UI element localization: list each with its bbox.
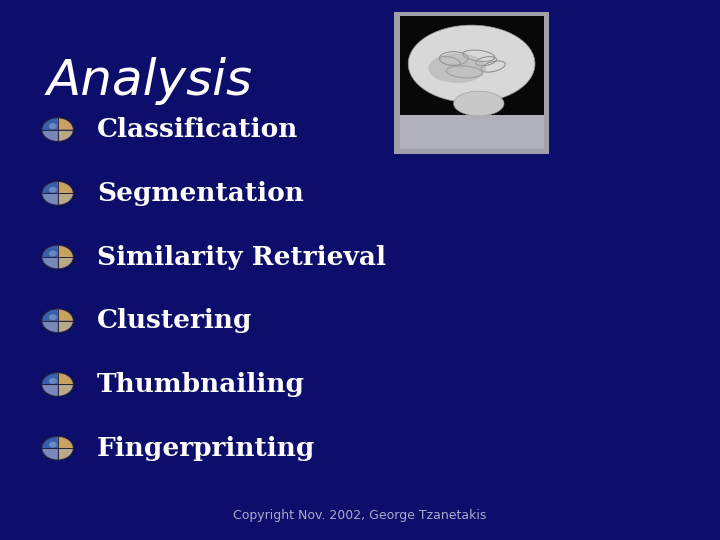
Wedge shape <box>42 384 58 396</box>
Wedge shape <box>42 245 58 257</box>
Wedge shape <box>58 193 73 205</box>
Wedge shape <box>42 257 58 269</box>
Circle shape <box>40 117 75 143</box>
Wedge shape <box>42 373 58 384</box>
Wedge shape <box>42 181 58 193</box>
Wedge shape <box>42 193 58 205</box>
Wedge shape <box>58 321 73 333</box>
Wedge shape <box>58 130 73 141</box>
Ellipse shape <box>454 91 504 116</box>
Circle shape <box>49 442 57 448</box>
Text: Copyright Nov. 2002, George Tzanetakis: Copyright Nov. 2002, George Tzanetakis <box>233 509 487 522</box>
Text: Clustering: Clustering <box>97 308 253 333</box>
Wedge shape <box>42 436 58 448</box>
Wedge shape <box>42 448 58 460</box>
Wedge shape <box>42 130 58 141</box>
Text: Similarity Retrieval: Similarity Retrieval <box>97 245 386 269</box>
Text: Classification: Classification <box>97 117 299 142</box>
Wedge shape <box>42 309 58 321</box>
Circle shape <box>49 251 57 256</box>
Text: Thumbnailing: Thumbnailing <box>97 372 305 397</box>
Wedge shape <box>58 118 73 130</box>
Circle shape <box>40 435 75 461</box>
FancyBboxPatch shape <box>400 16 544 116</box>
Text: Fingerprinting: Fingerprinting <box>97 436 315 461</box>
Wedge shape <box>58 257 73 269</box>
Circle shape <box>40 308 75 334</box>
Circle shape <box>40 244 75 270</box>
Text: Segmentation: Segmentation <box>97 181 304 206</box>
Ellipse shape <box>428 53 486 83</box>
Circle shape <box>49 378 57 384</box>
FancyBboxPatch shape <box>400 116 544 148</box>
Circle shape <box>49 187 57 193</box>
Circle shape <box>49 123 57 129</box>
FancyBboxPatch shape <box>394 12 549 154</box>
Circle shape <box>49 314 57 320</box>
Wedge shape <box>58 384 73 396</box>
Wedge shape <box>58 373 73 384</box>
Wedge shape <box>58 448 73 460</box>
Circle shape <box>40 180 75 206</box>
Wedge shape <box>58 181 73 193</box>
Ellipse shape <box>408 25 535 103</box>
Wedge shape <box>42 118 58 130</box>
Wedge shape <box>58 436 73 448</box>
Text: Analysis: Analysis <box>47 57 253 105</box>
Wedge shape <box>58 309 73 321</box>
Wedge shape <box>42 321 58 333</box>
Wedge shape <box>58 245 73 257</box>
Circle shape <box>40 372 75 397</box>
